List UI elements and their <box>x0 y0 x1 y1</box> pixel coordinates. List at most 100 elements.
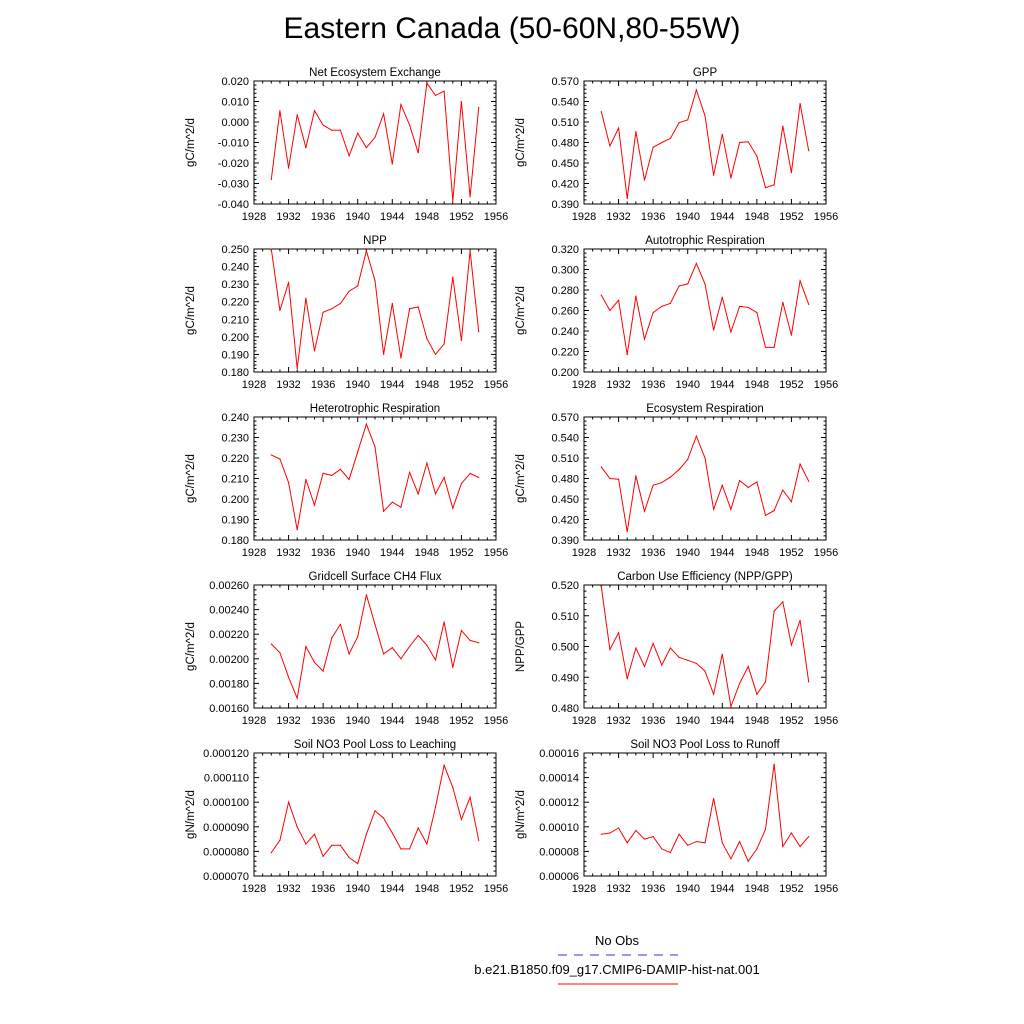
y-axis-label: gC/m^2/d <box>185 286 197 335</box>
data-point <box>704 670 706 672</box>
data-point <box>434 806 437 808</box>
x-tick-label: 1936 <box>641 547 665 559</box>
data-point <box>721 842 723 844</box>
x-tick-label: 1928 <box>572 547 596 559</box>
y-tick-label: 0.220 <box>221 297 249 309</box>
data-point <box>730 858 732 860</box>
x-tick-label: 1928 <box>572 379 596 391</box>
series-line <box>271 422 479 530</box>
panel-title: NPP <box>363 235 387 247</box>
data-point <box>790 334 793 336</box>
x-tick-label: 1948 <box>415 883 439 895</box>
data-point <box>704 283 706 285</box>
x-tick-label: 1936 <box>641 715 665 727</box>
x-tick-label: 1944 <box>380 883 404 895</box>
x-tick-label: 1956 <box>814 379 838 391</box>
x-tick-label: 1952 <box>449 715 473 727</box>
data-point <box>383 353 385 356</box>
data-point <box>339 129 342 131</box>
y-tick-label: 0.210 <box>221 314 249 326</box>
data-point <box>799 463 801 465</box>
x-tick-label: 1956 <box>814 883 838 895</box>
data-point <box>799 280 801 282</box>
data-point <box>669 302 672 304</box>
data-point <box>747 306 749 309</box>
data-point <box>730 331 732 333</box>
data-point <box>452 786 454 789</box>
data-point <box>374 136 376 138</box>
x-tick-label: 1940 <box>675 547 699 559</box>
data-point <box>408 308 411 310</box>
data-point <box>747 486 749 488</box>
data-point <box>270 178 272 180</box>
data-point <box>617 478 620 480</box>
data-point <box>374 446 376 448</box>
data-point <box>730 508 732 510</box>
x-tick-label: 1928 <box>242 547 266 559</box>
plot-frame <box>253 80 497 205</box>
y-tick-label: 0.00012 <box>539 797 579 809</box>
data-point <box>460 483 463 485</box>
data-point <box>469 196 471 198</box>
data-point <box>426 462 428 464</box>
series-line <box>270 594 479 701</box>
data-point <box>609 309 611 312</box>
y-tick-label: 0.00200 <box>209 654 249 666</box>
data-point <box>331 308 333 310</box>
y-axis-label: gC/m^2/d <box>515 286 527 335</box>
data-point <box>443 476 445 479</box>
data-point <box>773 346 775 348</box>
data-point <box>331 129 333 131</box>
data-point <box>799 102 801 105</box>
data-point <box>417 306 419 308</box>
x-tick-label: 1936 <box>311 715 335 727</box>
data-point <box>695 435 697 437</box>
y-tick-label: 0.540 <box>551 97 579 109</box>
y-axis-label: gN/m^2/d <box>515 790 527 839</box>
y-tick-label: 0.420 <box>551 515 579 527</box>
data-point <box>400 506 402 508</box>
panel-title: Autotrophic Respiration <box>645 235 765 247</box>
data-point <box>799 845 801 848</box>
y-tick-label: 0.300 <box>551 265 579 277</box>
plot-frame <box>253 584 497 709</box>
data-point <box>469 472 471 474</box>
x-tick-label: 1948 <box>745 211 769 223</box>
data-point <box>279 110 281 112</box>
y-tick-label: 0.420 <box>551 179 579 191</box>
panel-title: Soil NO3 Pool Loss to Runoff <box>630 739 780 751</box>
series-line <box>600 586 810 709</box>
data-point <box>452 507 454 509</box>
data-point <box>408 645 411 648</box>
data-point <box>756 693 758 695</box>
data-point <box>609 832 611 834</box>
data-point <box>408 471 411 473</box>
data-point <box>287 167 290 169</box>
data-point <box>713 174 715 176</box>
data-point <box>626 678 628 680</box>
x-tick-label: 1944 <box>710 715 734 727</box>
x-tick-label: 1932 <box>276 883 300 895</box>
data-point <box>738 840 741 843</box>
y-tick-label: 0.000 <box>221 117 249 129</box>
x-tick-label: 1952 <box>779 883 803 895</box>
data-point <box>687 458 689 460</box>
x-tick-label: 1932 <box>606 883 630 895</box>
data-point <box>296 697 298 699</box>
data-point <box>279 458 281 460</box>
x-tick-label: 1956 <box>484 883 508 895</box>
data-point <box>661 305 663 307</box>
data-point <box>417 152 419 154</box>
data-point <box>357 132 359 134</box>
data-point <box>617 127 620 129</box>
y-tick-label: 0.230 <box>221 279 249 291</box>
y-axis-label: gC/m^2/d <box>185 118 197 167</box>
data-point <box>713 508 715 510</box>
data-point <box>764 514 767 517</box>
data-point <box>617 299 620 301</box>
data-point <box>609 648 611 651</box>
data-point <box>417 827 419 829</box>
series-line <box>270 248 480 369</box>
data-point <box>609 477 611 480</box>
y-tick-label: 0.00180 <box>209 678 249 690</box>
